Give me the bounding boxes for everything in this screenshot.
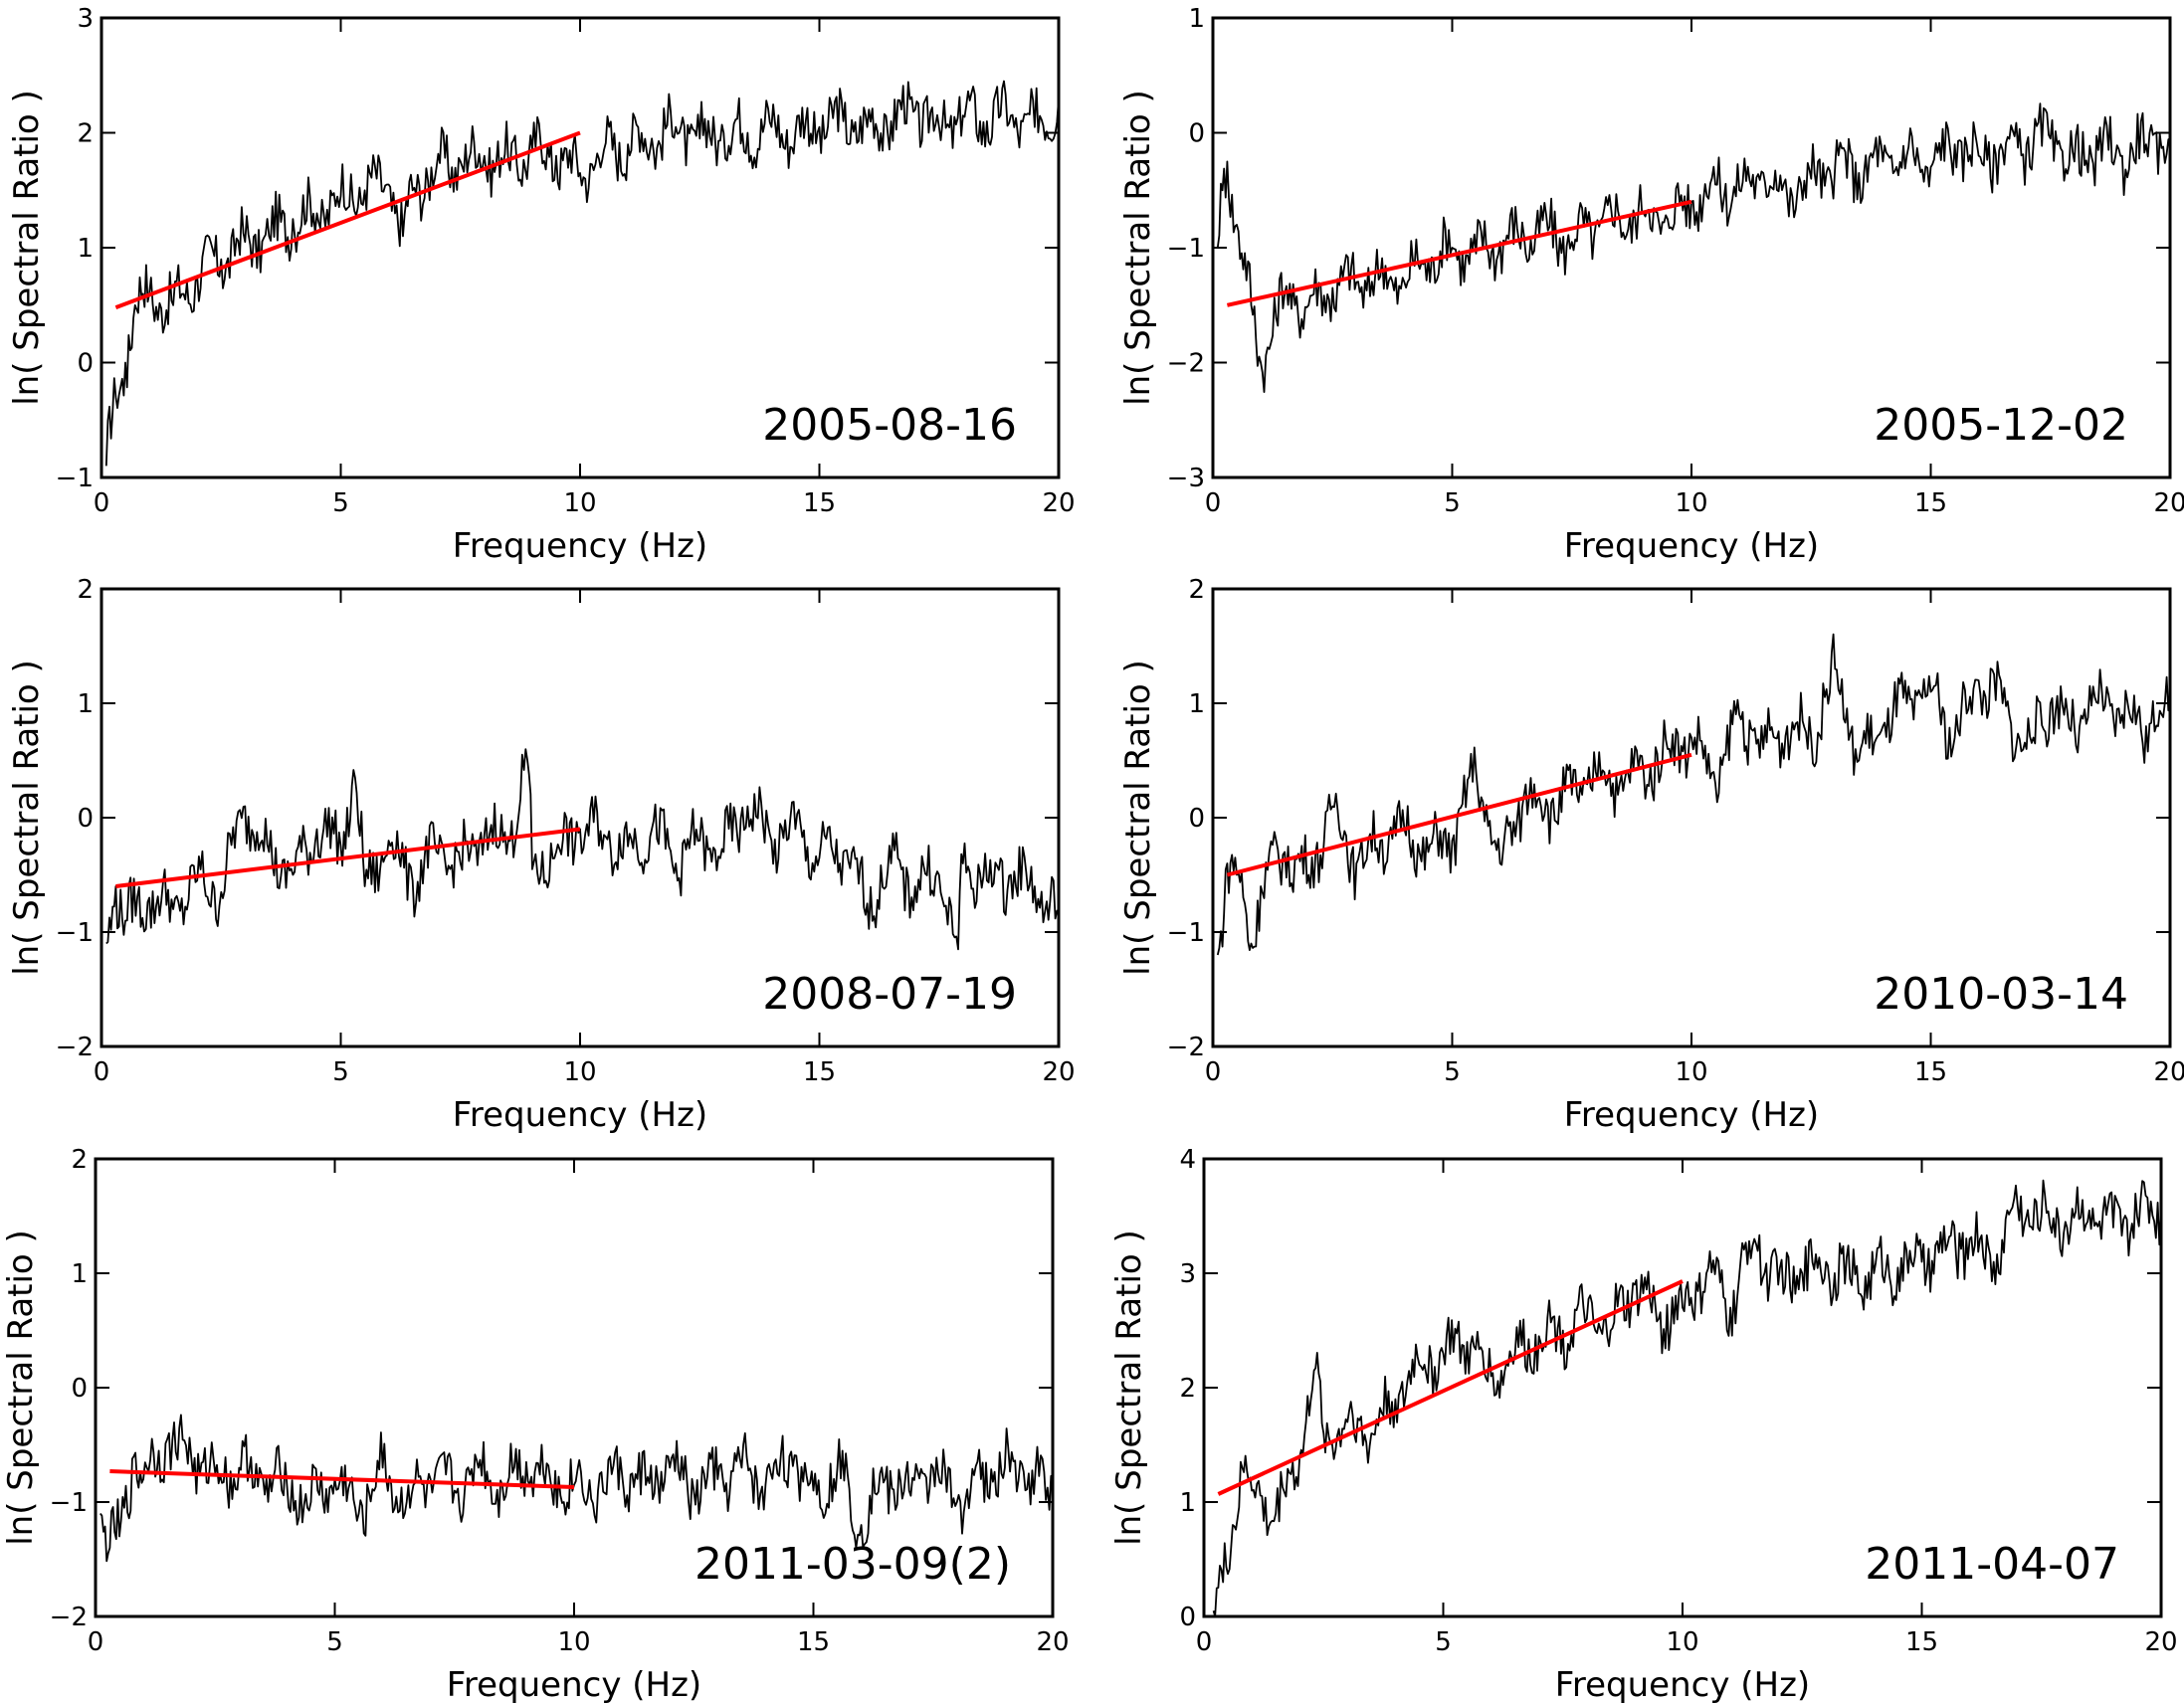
y-tick-label: 0	[71, 1374, 88, 1404]
y-tick-label: −2	[1167, 349, 1205, 379]
x-tick-label: 15	[1914, 488, 1947, 518]
x-tick-label: 5	[1435, 1627, 1452, 1657]
event-date-label: 2011-03-09(2)	[695, 1539, 1011, 1590]
y-tick-label: 2	[1179, 1374, 1196, 1404]
x-tick-label: 0	[94, 1057, 110, 1087]
y-tick-label: 1	[1188, 4, 1205, 34]
x-tick-label: 20	[1042, 1057, 1075, 1087]
y-tick-label: −1	[56, 464, 94, 493]
x-tick-label: 5	[1444, 1057, 1461, 1087]
y-tick-label: −2	[56, 1033, 94, 1062]
y-tick-label: −1	[50, 1488, 88, 1518]
y-tick-label: 0	[77, 804, 94, 834]
y-tick-label: 0	[1179, 1603, 1196, 1632]
x-axis-label: Frequency (Hz)	[453, 1095, 707, 1135]
linear-fit-line	[1226, 199, 1692, 307]
x-tick-label: 10	[563, 488, 596, 518]
x-axis-label: Frequency (Hz)	[1555, 1665, 1810, 1703]
x-tick-label: 20	[2153, 488, 2184, 518]
y-tick-label: 1	[1188, 689, 1205, 719]
y-tick-label: 2	[77, 119, 94, 149]
event-date-label: 2010-03-14	[1874, 969, 2128, 1020]
y-axis-label: ln( Spectral Ratio )	[7, 90, 47, 406]
linear-fit-line	[1217, 1279, 1684, 1496]
event-date-label: 2005-12-02	[1874, 400, 2128, 451]
x-tick-label: 15	[803, 488, 836, 518]
x-tick-label: 15	[1905, 1627, 1938, 1657]
x-tick-label: 10	[1675, 1057, 1707, 1087]
x-tick-label: 20	[1036, 1627, 1069, 1657]
x-tick-label: 10	[1675, 488, 1707, 518]
y-tick-label: 4	[1179, 1145, 1196, 1175]
x-tick-label: 0	[1196, 1627, 1213, 1657]
chart-panel-5: 0 5 10 15 20 −2 −1 0 1 2 Frequency (Hz) ln( Spectra…	[1, 1145, 1070, 1703]
y-tick-label: 0	[77, 349, 94, 379]
y-tick-label: 1	[77, 234, 94, 264]
y-tick-label: 0	[1188, 119, 1205, 149]
chart-panel-2: 0 5 10 15 20 −3 −2 −1 0 1 Frequency (Hz) ln( Spectr…	[1118, 4, 2184, 566]
y-tick-label: −1	[1167, 918, 1205, 948]
chart-panel-3: 0 5 10 15 20 −2 −1 0 1 2 Frequency (Hz) ln( Spectra…	[7, 575, 1076, 1135]
x-axis-label: Frequency (Hz)	[447, 1665, 701, 1703]
y-tick-label: 1	[1179, 1488, 1196, 1518]
x-tick-label: 15	[797, 1627, 830, 1657]
y-tick-label: −2	[1167, 1033, 1205, 1062]
linear-fit-line	[115, 827, 581, 888]
y-tick-label: 2	[77, 575, 94, 605]
x-tick-label: 20	[2153, 1057, 2184, 1087]
spectral-ratio-line	[1212, 1179, 2161, 1616]
linear-fit-line	[114, 130, 581, 309]
y-tick-label: 2	[71, 1145, 88, 1175]
x-tick-label: 5	[326, 1627, 343, 1657]
y-axis-label: ln( Spectral Ratio )	[1, 1230, 41, 1546]
y-tick-label: 1	[71, 1259, 88, 1289]
y-axis-label: ln( Spectral Ratio )	[1118, 660, 1158, 976]
x-tick-label: 15	[1914, 1057, 1947, 1087]
y-tick-label: 0	[1188, 804, 1205, 834]
event-date-label: 2008-07-19	[762, 969, 1017, 1020]
y-tick-label: 2	[1188, 575, 1205, 605]
x-axis-label: Frequency (Hz)	[1564, 1095, 1819, 1135]
x-tick-label: 0	[1205, 488, 1222, 518]
y-axis-label: ln( Spectral Ratio )	[1109, 1230, 1149, 1546]
chart-panel-6: 0 5 10 15 20 0 1 2 3 4 Frequency (Hz) ln( Spectral …	[1109, 1145, 2178, 1703]
y-axis-label: ln( Spectral Ratio )	[1118, 90, 1158, 406]
event-date-label: 2011-04-07	[1865, 1539, 2119, 1590]
y-tick-label: −1	[56, 918, 94, 948]
x-tick-label: 10	[1666, 1627, 1698, 1657]
x-tick-label: 0	[1205, 1057, 1222, 1087]
y-tick-label: 3	[1179, 1259, 1196, 1289]
y-axis-label: ln( Spectral Ratio )	[7, 660, 47, 976]
x-tick-label: 20	[1042, 488, 1075, 518]
x-tick-label: 0	[88, 1627, 104, 1657]
y-tick-label: −1	[1167, 234, 1205, 264]
x-axis-label: Frequency (Hz)	[453, 526, 707, 566]
y-tick-label: 3	[77, 4, 94, 34]
x-tick-label: 10	[563, 1057, 596, 1087]
linear-fit-line	[1226, 752, 1692, 877]
x-tick-label: 5	[332, 488, 349, 518]
x-tick-label: 20	[2144, 1627, 2177, 1657]
x-tick-label: 15	[803, 1057, 836, 1087]
x-tick-label: 5	[332, 1057, 349, 1087]
event-date-label: 2005-08-16	[762, 400, 1017, 451]
spectral-ratio-line	[105, 748, 1059, 951]
linear-fit-line	[109, 1469, 575, 1489]
spectral-ratio-line	[104, 80, 1059, 467]
spectral-ratio-line	[1216, 102, 2170, 394]
y-tick-label: −3	[1167, 464, 1205, 493]
x-axis-label: Frequency (Hz)	[1564, 526, 1819, 566]
spectral-ratio-line	[99, 1414, 1053, 1563]
y-tick-label: −2	[50, 1603, 88, 1632]
x-tick-label: 5	[1444, 488, 1461, 518]
spectral-ratio-line	[1216, 633, 2170, 956]
x-tick-label: 10	[557, 1627, 590, 1657]
chart-panel-4: 0 5 10 15 20 −2 −1 0 1 2 Frequency (Hz) ln( Spectra…	[1118, 575, 2184, 1135]
y-tick-label: 1	[77, 689, 94, 719]
x-tick-label: 0	[94, 488, 110, 518]
